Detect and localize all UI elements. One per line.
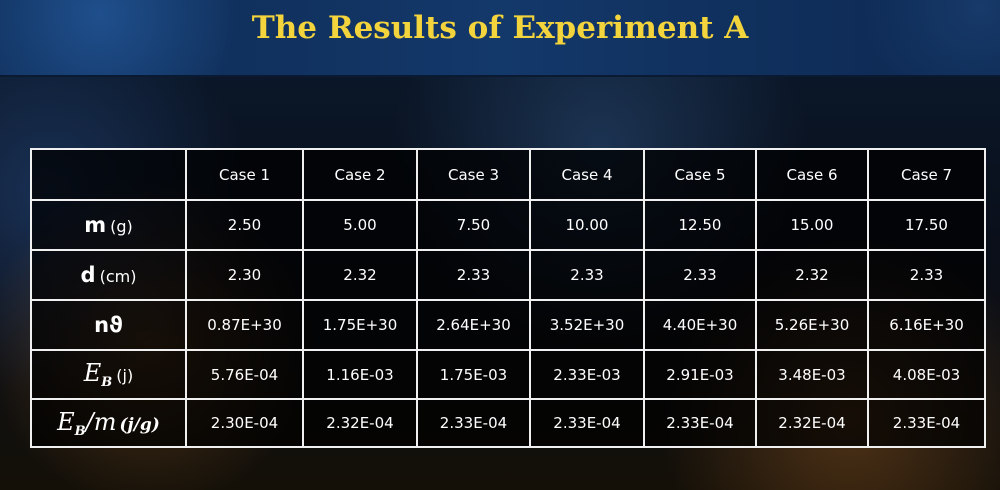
results-table: Case 1 Case 2 Case 3 Case 4 Case 5 Case 6 Case… (30, 148, 986, 448)
header-row: Case 1 Case 2 Case 3 Case 4 Case 5 Case 6 Case… (30, 148, 986, 201)
label-unit: (j/g) (119, 414, 160, 435)
value-cell: 2.33E-04 (529, 398, 645, 448)
value-cell: 5.76E-04 (185, 349, 304, 400)
label-unit: (j) (116, 366, 134, 385)
row-label: nϑ (30, 299, 187, 351)
value-cell: 2.32 (302, 249, 418, 301)
data-row: nϑ 0.87E+30 1.75E+30 2.64E+30 3.52E+30 4.40E+… (30, 299, 986, 351)
column-header: Case 2 (302, 148, 418, 201)
value-cell: 2.30E-04 (185, 398, 304, 448)
column-header: Case 1 (185, 148, 304, 201)
column-header: Case 3 (416, 148, 531, 201)
value-cell: 2.33E-04 (643, 398, 757, 448)
column-header: Case 7 (867, 148, 986, 201)
label-symbol: d (80, 263, 96, 287)
value-cell: 2.33 (867, 249, 986, 301)
value-cell: 17.50 (867, 199, 986, 251)
value-cell: 2.32 (755, 249, 869, 301)
label-unit: (cm) (99, 267, 137, 286)
label-symbol: nϑ (94, 313, 123, 337)
value-cell: 4.08E-03 (867, 349, 986, 400)
corner-cell (30, 148, 187, 201)
value-cell: 5.00 (302, 199, 418, 251)
data-row: m (g) 2.50 5.00 7.50 10.00 12.50 15.00 17.50 (30, 199, 986, 251)
title-band (0, 0, 1000, 77)
value-cell: 2.33 (643, 249, 757, 301)
label-symbol: E (57, 407, 75, 436)
value-cell: 4.40E+30 (643, 299, 757, 351)
value-cell: 2.33E-04 (416, 398, 531, 448)
value-cell: 10.00 (529, 199, 645, 251)
value-cell: 2.91E-03 (643, 349, 757, 400)
column-header: Case 6 (755, 148, 869, 201)
slide-title: The Results of Experiment A (251, 10, 749, 46)
value-cell: 1.16E-03 (302, 349, 418, 400)
label-symbol: E (83, 359, 102, 387)
row-label: m (g) (30, 199, 187, 251)
value-cell: 7.50 (416, 199, 531, 251)
value-cell: 15.00 (755, 199, 869, 251)
data-row: EB (j) 5.76E-04 1.16E-03 1.75E-03 2.33E-03 2.9… (30, 349, 986, 400)
label-symbol: m (84, 213, 107, 237)
value-cell: 2.33E-03 (529, 349, 645, 400)
label-subscript: B (101, 375, 113, 390)
value-cell: 3.52E+30 (529, 299, 645, 351)
column-header: Case 4 (529, 148, 645, 201)
row-label: EB (j) (30, 349, 187, 400)
value-cell: 0.87E+30 (185, 299, 304, 351)
value-cell: 2.33E-04 (867, 398, 986, 448)
value-cell: 12.50 (643, 199, 757, 251)
value-cell: 2.33 (529, 249, 645, 301)
data-row: EB/m (j/g) 2.30E-04 2.32E-04 2.33E-04 2.33E-0… (30, 398, 986, 448)
row-label: d (cm) (30, 249, 187, 301)
value-cell: 1.75E-03 (416, 349, 531, 400)
data-row: d (cm) 2.30 2.32 2.33 2.33 2.33 2.32 2.33 (30, 249, 986, 301)
label-divisor: /m (85, 407, 117, 436)
value-cell: 2.50 (185, 199, 304, 251)
value-cell: 1.75E+30 (302, 299, 418, 351)
row-label: EB/m (j/g) (30, 398, 187, 448)
value-cell: 6.16E+30 (867, 299, 986, 351)
value-cell: 3.48E-03 (755, 349, 869, 400)
label-unit: (g) (110, 217, 133, 236)
value-cell: 5.26E+30 (755, 299, 869, 351)
value-cell: 2.30 (185, 249, 304, 301)
value-cell: 2.32E-04 (755, 398, 869, 448)
column-header: Case 5 (643, 148, 757, 201)
value-cell: 2.33 (416, 249, 531, 301)
value-cell: 2.64E+30 (416, 299, 531, 351)
value-cell: 2.32E-04 (302, 398, 418, 448)
label-subscript: B (74, 423, 86, 439)
